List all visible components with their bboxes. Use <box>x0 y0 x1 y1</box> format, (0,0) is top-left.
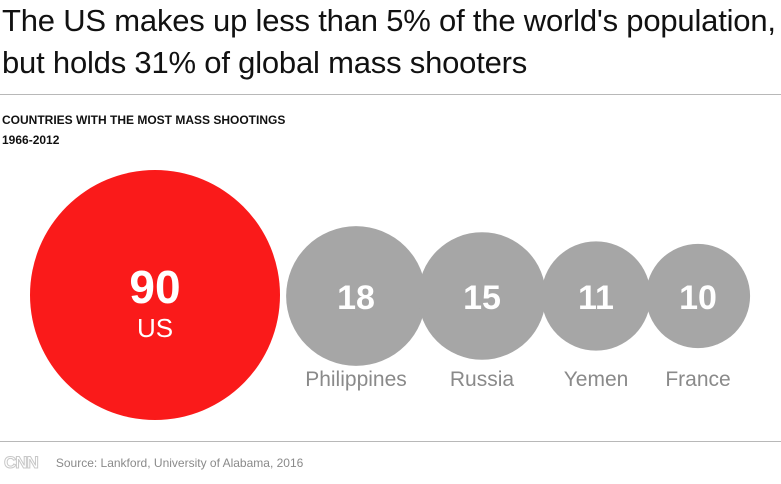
value-label-yemen: 11 <box>578 279 614 317</box>
cnn-logo: CNN <box>4 453 40 473</box>
bubble-russia <box>418 232 546 360</box>
value-label-france: 10 <box>679 279 717 317</box>
footer: CNN Source: Lankford, University of Alab… <box>4 452 304 474</box>
headline: The US makes up less than 5% of the worl… <box>2 3 776 80</box>
subtitle-line1: COUNTRIES WITH THE MOST MASS SHOOTINGS <box>2 113 286 127</box>
category-label-philippines: Philippines <box>305 368 407 391</box>
bubble-us <box>30 170 280 420</box>
bubble-france <box>645 243 751 349</box>
bottom-divider <box>0 441 781 442</box>
category-label-yemen: Yemen <box>564 368 629 391</box>
category-label-france: France <box>665 368 730 391</box>
value-label-russia: 15 <box>463 279 501 317</box>
bubble-philippines <box>286 226 426 366</box>
value-label-us: 90 <box>129 261 180 313</box>
top-divider <box>0 94 781 95</box>
chart-subtitle: COUNTRIES WITH THE MOST MASS SHOOTINGS 1… <box>2 110 285 150</box>
value-label-philippines: 18 <box>337 279 375 317</box>
subtitle-line2: 1966-2012 <box>2 133 60 147</box>
bubble-yemen <box>541 241 651 351</box>
category-label-russia: Russia <box>450 368 515 391</box>
category-label-us: US <box>137 313 173 343</box>
source-note: Source: Lankford, University of Alabama,… <box>55 456 304 470</box>
